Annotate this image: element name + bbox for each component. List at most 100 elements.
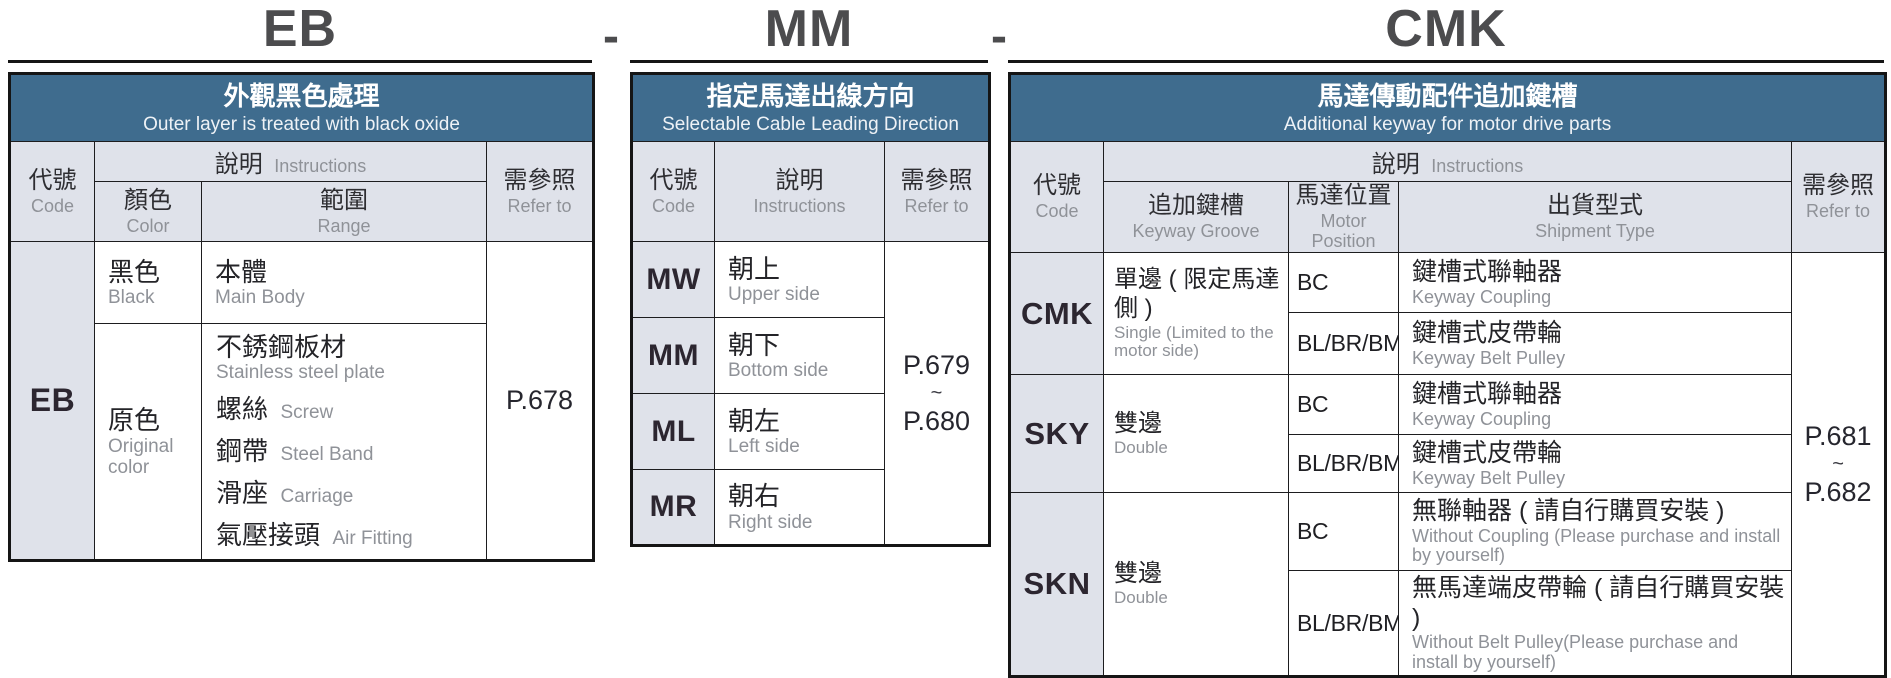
header-title-en: Additional keyway for motor drive parts [1283, 113, 1612, 135]
range-item-zh: 氣壓接頭 [216, 520, 321, 550]
range-item-en: Stainless steel plate [216, 362, 385, 384]
refer-page: P.678 [505, 385, 574, 416]
header-title-zh: 馬達傳動配件追加鍵槽 [1317, 81, 1578, 112]
range-item-zh: 鋼帶 [216, 436, 269, 467]
motor-code: BC [1297, 269, 1329, 296]
table-mm: 指定馬達出線方向 Selectable Cable Leading Direct… [630, 72, 991, 547]
title-separator-dash: - [603, 10, 619, 63]
range-item-en: Air Fitting [332, 528, 413, 549]
color-zh: 原色 [108, 405, 161, 436]
col-ship-en: Shipment Type [1535, 221, 1655, 242]
table-row: 原色 Original color 不銹鋼板材 Stainless steel … [10, 323, 594, 561]
shipment-en: Keyway Belt Pulley [1412, 467, 1566, 488]
table-row: SKY 雙邊 Double BC 鍵槽式聯軸器 Keyway Coupling [1009, 374, 1886, 494]
shipment-en: Keyway Coupling [1412, 408, 1552, 429]
col-header-refer: 需參照 Refer to [884, 141, 990, 242]
refer-page-from: P.679 [902, 349, 971, 380]
header-title-en: Selectable Cable Leading Direction [662, 113, 959, 135]
subheader-row-1: 代號 Code 說明 Instructions 需參照 Refer to [9, 141, 594, 242]
keyway-en: Double [1114, 437, 1168, 457]
header-title-zh: 外觀黑色處理 [223, 81, 380, 112]
col-header-motor-position: 馬達位置 Motor Position [1288, 180, 1399, 254]
table-header-band: 馬達傳動配件追加鍵槽 Additional keyway for motor d… [1008, 73, 1887, 142]
code-cell-skn: SKN [1009, 492, 1104, 678]
shipment-cell: 鍵槽式皮帶輪 Keyway Belt Pulley [1398, 312, 1792, 376]
subheader-row-1: 代號 Code 說明 Instructions 需參照 Refer to [1009, 140, 1887, 254]
shipment-zh: 無聯軸器 ( 請自行購買安裝 ) [1412, 497, 1725, 526]
refer-tilde: ~ [930, 382, 943, 404]
color-en: Black [108, 287, 155, 309]
motor-code: BC [1297, 391, 1329, 418]
color-en: Original color [108, 435, 174, 478]
instruction-cell: 朝下 Bottom side [714, 317, 885, 394]
motor-cell: BC [1288, 252, 1399, 314]
code-cell-mw: MW [631, 241, 715, 318]
col-code-zh: 代號 [1033, 172, 1081, 200]
shipment-zh: 無馬達端皮帶輪 ( 請自行購買安裝 ) [1412, 574, 1785, 632]
shipment-zh: 鍵槽式聯軸器 [1412, 258, 1563, 287]
col-code-en: Code [651, 195, 696, 216]
title-underline [630, 60, 988, 63]
color-cell-original: 原色 Original color [94, 323, 202, 561]
range-item-en: Steel Band [280, 444, 374, 466]
table-header-band: 外觀黑色處理 Outer layer is treated with black… [9, 73, 594, 142]
col-refer-zh: 需參照 [1802, 172, 1875, 200]
col-header-instructions: 說明 Instructions [1103, 141, 1792, 182]
instruction-cell: 朝左 Left side [714, 393, 885, 470]
range-item-zh: 不銹鋼板材 [216, 331, 347, 362]
col-range-zh: 範圍 [320, 186, 368, 214]
instruction-zh: 朝左 [728, 405, 781, 436]
section-title-cmk: CMK [1385, 0, 1507, 58]
shipment-en: Without Coupling (Please purchase and in… [1412, 525, 1781, 566]
code-cell-ml: ML [631, 393, 715, 470]
col-refer-en: Refer to [507, 195, 572, 216]
range-item: 螺絲 Screw [216, 389, 482, 426]
title-underline [8, 60, 592, 63]
section-eb: EB 外觀黑色處理 Outer layer is treated with bl… [8, 0, 595, 562]
shipment-cell: 無馬達端皮帶輪 ( 請自行購買安裝 ) Without Belt Pulley(… [1398, 570, 1792, 678]
col-header-color: 顏色 Color [94, 181, 202, 242]
shipment-en: Without Belt Pulley(Please purchase and … [1412, 632, 1739, 672]
col-range-en: Range [317, 215, 371, 236]
table-row-mr: MR 朝右 Right side [631, 469, 990, 546]
refer-tilde: ~ [1832, 453, 1844, 476]
range-en: Main Body [215, 287, 305, 309]
range-item: 不銹鋼板材 Stainless steel plate [216, 331, 482, 384]
range-item: 滑座 Carriage [216, 473, 482, 510]
col-code-zh: 代號 [649, 166, 698, 194]
range-item-en: Screw [280, 402, 334, 424]
col-refer-zh: 需參照 [900, 166, 973, 194]
keyway-en: Single (Limited to the motor side) [1114, 322, 1274, 361]
col-header-range: 範圍 Range [201, 181, 487, 242]
motor-cell: BC [1288, 374, 1399, 436]
col-motor-zh: 馬達位置 [1295, 182, 1392, 209]
instruction-cell: 朝上 Upper side [714, 241, 885, 318]
refer-cell-cmk: P.681 ~ P.682 [1790, 252, 1887, 678]
col-instructions-en: Instructions [753, 195, 846, 216]
header-title-en: Outer layer is treated with black oxide [143, 113, 460, 135]
shipment-cell: 鍵槽式聯軸器 Keyway Coupling [1398, 374, 1792, 436]
motor-cell: BL/BR/BM [1288, 570, 1399, 678]
col-header-code: 代號 Code [631, 141, 715, 242]
code-cell-eb: EB [9, 241, 95, 561]
motor-cell: BL/BR/BM [1288, 312, 1399, 376]
keyway-zh: 雙邊 [1114, 409, 1162, 437]
code-cell-mm: MM [631, 317, 715, 394]
instruction-cell: 朝右 Right side [714, 469, 885, 546]
code-value: MR [649, 490, 698, 523]
col-header-keyway: 追加鍵槽 Keyway Groove [1103, 180, 1289, 254]
range-item-zh: 螺絲 [216, 394, 269, 425]
code-value: MM [648, 338, 699, 372]
table-eb: 外觀黑色處理 Outer layer is treated with black… [8, 72, 595, 562]
col-instructions-en: Instructions [274, 156, 367, 176]
col-header-refer: 需參照 Refer to [486, 141, 594, 242]
instruction-zh: 朝下 [728, 329, 781, 360]
range-item: 鋼帶 Steel Band [216, 431, 482, 468]
range-item: 氣壓接頭 Air Fitting [216, 515, 482, 552]
col-keyway-zh: 追加鍵槽 [1148, 192, 1244, 220]
col-instructions-en: Instructions [1431, 156, 1524, 176]
motor-code: BC [1297, 518, 1329, 545]
col-header-code: 代號 Code [1009, 140, 1104, 254]
title-separator-dash: - [991, 10, 1007, 63]
section-mm: MM 指定馬達出線方向 Selectable Cable Leading Dir… [630, 0, 991, 547]
